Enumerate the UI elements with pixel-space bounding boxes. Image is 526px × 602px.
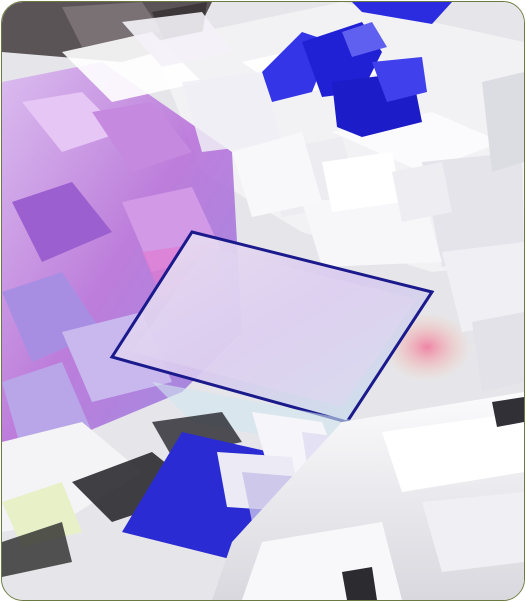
white-pieces-right [442, 242, 524, 392]
floating-glass-panel [109, 230, 435, 424]
white-glass-cubes [62, 12, 282, 152]
white-base-left [2, 422, 142, 577]
white-block-bottom-right [212, 392, 524, 600]
blue-blocks-top [262, 2, 452, 137]
dark-cubes-bottom [342, 397, 524, 600]
white-pieces-mid [232, 132, 452, 222]
